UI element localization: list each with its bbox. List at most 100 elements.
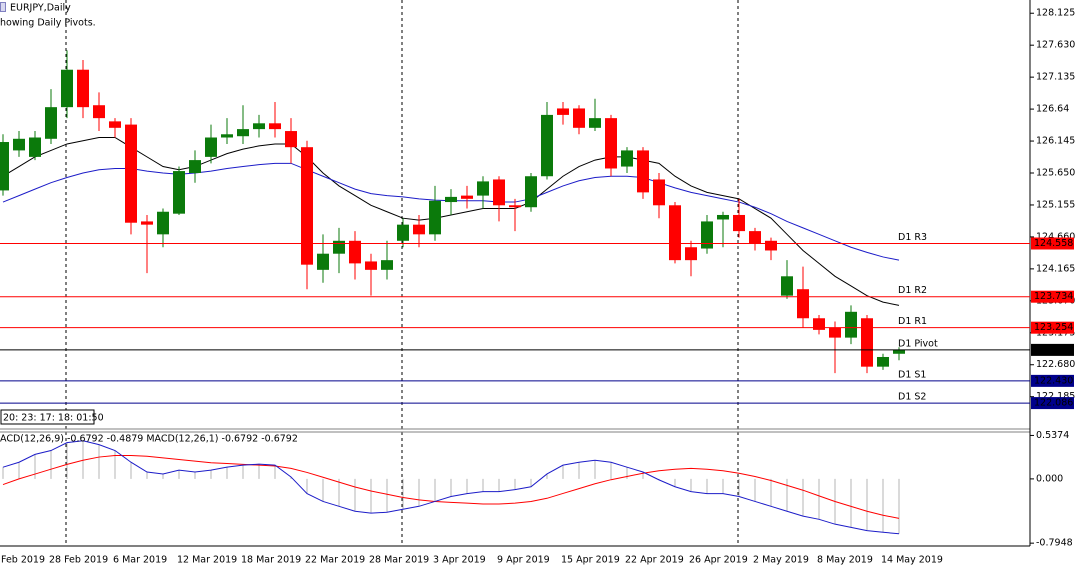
- x-tick-label: 18 Mar 2019: [241, 555, 301, 566]
- y-tick-label: 122.185: [1036, 391, 1075, 402]
- x-tick-label: 22 Mar 2019: [305, 555, 365, 566]
- price-box: [1031, 397, 1074, 410]
- candle-body: [205, 137, 217, 157]
- price-box-label: 123.734: [1034, 291, 1073, 302]
- candle-body: [0, 142, 9, 191]
- candle-body: [509, 205, 521, 208]
- candle-body: [877, 356, 889, 367]
- pivot-name: D1 R3: [898, 232, 927, 243]
- candle-body: [685, 247, 697, 261]
- candle-body: [781, 276, 793, 296]
- candle-body: [333, 240, 345, 254]
- candle-body: [173, 171, 185, 214]
- candle-body: [765, 240, 777, 251]
- candle-body: [717, 214, 729, 220]
- x-tick-label: 28 Feb 2019: [49, 555, 108, 566]
- candle-body: [589, 118, 601, 128]
- price-box-label: 122.430: [1034, 375, 1073, 386]
- candle-body: [813, 318, 825, 330]
- price-box: [1031, 290, 1074, 303]
- pivot-name: D1 Pivot: [898, 338, 938, 349]
- candle-body: [125, 124, 137, 223]
- indicator-title: ACD(12,26,9) -0.6792 -0.4879 MACD(12,26,…: [0, 434, 298, 445]
- indicator-line: [2, 454, 900, 519]
- candle-body: [461, 195, 473, 199]
- candle-body: [397, 224, 409, 241]
- chart-title: EURJPY,Daily: [10, 3, 71, 14]
- y-tick-label: 127.630: [1036, 40, 1075, 51]
- x-tick-label: 28 Mar 2019: [369, 555, 429, 566]
- candle-body: [317, 253, 329, 270]
- candle-body: [733, 214, 745, 232]
- candle-body: [749, 231, 761, 245]
- price-box: [1031, 237, 1074, 250]
- candle-body: [413, 224, 425, 235]
- x-tick-label: Feb 2019: [1, 555, 45, 566]
- y-tick-label: 128.125: [1036, 8, 1075, 19]
- x-tick-label: 2 May 2019: [753, 555, 809, 566]
- pivot-name: D1 S1: [898, 369, 926, 380]
- x-tick-label: 8 May 2019: [817, 555, 873, 566]
- candle-body: [45, 107, 57, 139]
- price-box: [1031, 374, 1074, 387]
- x-tick-label: 14 May 2019: [881, 555, 943, 566]
- candle-body: [93, 105, 105, 119]
- x-tick-label: 12 Mar 2019: [177, 555, 237, 566]
- candle-body: [285, 131, 297, 148]
- y-tick-label: 122.680: [1036, 359, 1075, 370]
- candle-body: [189, 160, 201, 174]
- y-tick-label: 125.155: [1036, 199, 1075, 210]
- candle-body: [669, 205, 681, 261]
- plot: 128.125 127.630 127.135 126.64 126.145 125.65…: [0, 8, 1075, 566]
- price-box: [1031, 343, 1074, 356]
- candle-body: [845, 311, 857, 338]
- x-tick-label: 22 Apr 2019: [625, 555, 684, 566]
- candle-body: [861, 318, 873, 367]
- candle-body: [477, 181, 489, 196]
- candle-body: [29, 137, 41, 157]
- x-tick-label: 9 Apr 2019: [497, 555, 550, 566]
- y-tick-label: 0.000: [1036, 473, 1063, 484]
- price-box-label: 122.910: [1034, 344, 1073, 355]
- candle-body: [637, 150, 649, 193]
- countdown-box: [0, 409, 95, 425]
- candle-body: [109, 121, 121, 128]
- candle-body: [557, 108, 569, 115]
- candle-body: [269, 123, 281, 130]
- x-tick-label: 26 Apr 2019: [689, 555, 748, 566]
- candle-body: [445, 196, 457, 203]
- price-box-label: 124.558: [1034, 238, 1073, 249]
- candle-body: [573, 108, 585, 128]
- subtitle: howing Daily Pivots.: [0, 18, 96, 29]
- candle-body: [893, 349, 905, 354]
- y-tick-label: 124.660: [1036, 231, 1075, 242]
- candle-body: [525, 176, 537, 208]
- x-tick-label: 15 Apr 2019: [561, 555, 620, 566]
- candle-body: [61, 69, 73, 108]
- y-tick-label: 126.64: [1036, 104, 1069, 115]
- candle-body: [621, 150, 633, 167]
- price-box: [1031, 321, 1074, 334]
- candle-body: [157, 211, 169, 235]
- candle-body: [77, 69, 89, 108]
- x-tick-label: 3 Apr 2019: [433, 555, 486, 566]
- candle-body: [541, 114, 553, 177]
- candle-body: [381, 260, 393, 270]
- candle-body: [653, 179, 665, 206]
- candle-body: [253, 123, 265, 130]
- countdown: 20: 23: 17: 18: 01:50: [3, 413, 104, 424]
- candle-body: [365, 261, 377, 270]
- candle-body: [429, 200, 441, 235]
- candle-body: [301, 147, 313, 265]
- candle-body: [829, 327, 841, 338]
- y-tick-label: -0.7948: [1036, 538, 1073, 549]
- candle-body: [141, 221, 153, 225]
- pivot-name: D1 R1: [898, 316, 927, 327]
- candle-body: [237, 129, 249, 137]
- price-box-label: 122.086: [1034, 398, 1073, 409]
- x-tick-label: 6 Mar 2019: [113, 555, 167, 566]
- pivot-name: D1 S2: [898, 392, 926, 403]
- y-tick-label: 0.5374: [1036, 430, 1069, 441]
- candle-body: [349, 240, 361, 264]
